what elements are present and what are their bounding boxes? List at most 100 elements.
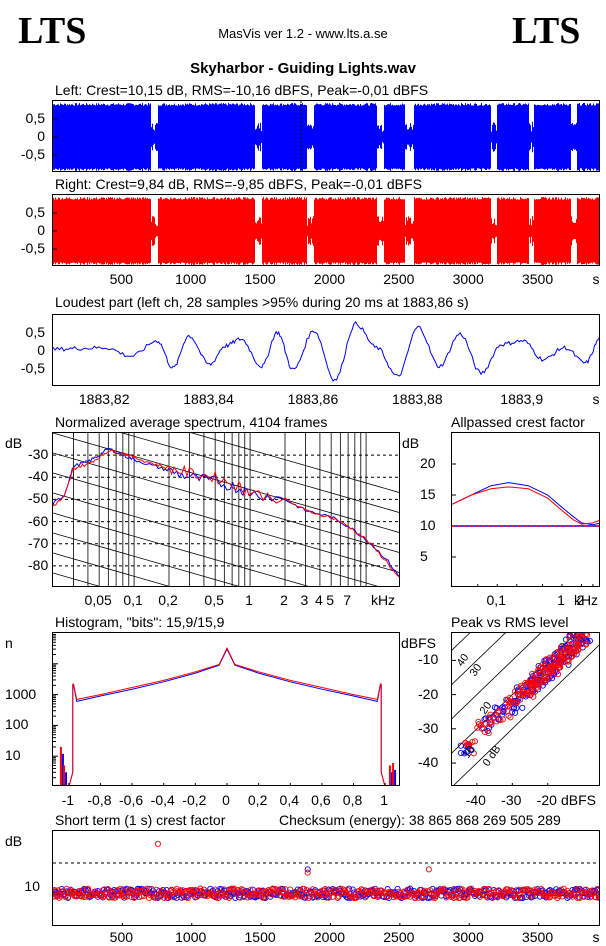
scatter-point-right (430, 891, 437, 898)
crest-diagonal (453, 644, 599, 785)
scatter-point-right (507, 699, 514, 706)
scatter-point-right (555, 892, 562, 899)
scatter-point-right (555, 659, 562, 666)
loudest-part-title: Loudest part (left ch, 28 samples >95% d… (55, 294, 469, 310)
xtick-label: 2 (280, 592, 288, 608)
scatter-point-right (285, 893, 293, 900)
ytick-label: 20 (420, 455, 436, 471)
xtick-label: 2 (576, 592, 585, 608)
scatter-point-right (287, 886, 294, 893)
histogram-plot (52, 632, 400, 786)
scatter-point-right (54, 887, 62, 894)
scatter-point-right (535, 668, 542, 675)
scatter-point-left (81, 885, 88, 892)
spectrum-slope-line (53, 532, 239, 586)
xtick-label: 1883,9 (500, 391, 544, 407)
scatter-point-right (308, 890, 315, 897)
scatter-point-right (419, 894, 426, 901)
crest-diagonal (452, 633, 577, 754)
xtick-label: 3500 (521, 929, 554, 945)
scatter-point-right (322, 886, 329, 893)
scatter-point-right (465, 741, 472, 748)
spectrum-slope-line (53, 472, 399, 573)
scatter-point-right (575, 643, 582, 650)
xtick-label: -40 (465, 792, 486, 808)
scatter-point-right (481, 720, 489, 727)
xtick-label: 1883,86 (287, 391, 339, 407)
scatter-point-right (595, 894, 599, 901)
scatter-point-right (485, 714, 492, 721)
allpassed-plot (451, 432, 600, 587)
scatter-point-right (53, 887, 59, 894)
scatter-point-right (593, 894, 599, 901)
scatter-point-right (116, 892, 123, 899)
xtick-label: 1000 (175, 271, 207, 287)
ytick-label: -0,5 (20, 240, 45, 256)
scatter-point-right (556, 661, 563, 669)
xtick-label: -0,8 (87, 792, 112, 808)
scatter-point-right (202, 892, 209, 899)
ytick-label: 10 (420, 517, 436, 533)
ytick-label: -30 (28, 446, 49, 463)
right-waveform-title: Right: Crest=9,84 dB, RMS=-9,85 dBFS, Pe… (55, 176, 422, 192)
diagonal-label: 0 dB (481, 743, 504, 768)
ytick-label: 1000 (5, 685, 37, 702)
scatter-point-right (554, 671, 562, 678)
diagonal-label: 10 (461, 744, 478, 761)
scatter-point-right (550, 654, 557, 661)
waveform-envelope (53, 103, 599, 171)
scatter-point-right (552, 660, 559, 667)
scatter-point-right (258, 893, 265, 900)
xtick-label: s (592, 391, 600, 407)
scatter-point-right (262, 894, 269, 901)
scatter-point-right (183, 887, 190, 894)
scatter-point-right (161, 894, 168, 901)
scatter-point-right (499, 716, 506, 723)
xtick-label: 2500 (383, 271, 415, 287)
xtick-label: 500 (109, 929, 134, 945)
spectrum-series-right (53, 449, 399, 578)
scatter-point-right (259, 894, 266, 901)
scatter-point-right (528, 687, 535, 694)
scatter-point-right (543, 674, 550, 681)
scatter-point-left (304, 866, 311, 873)
scatter-point-right (535, 677, 542, 685)
xtick-label: -0,6 (119, 792, 144, 808)
xtick-label: 0,5 (204, 592, 224, 608)
ytick-label: 10 (5, 747, 21, 764)
scatter-point-right (566, 637, 573, 644)
scatter-point-right (460, 889, 467, 896)
scatter-point-right (569, 652, 576, 660)
short-crest-ylabel: dB (5, 833, 23, 849)
scatter-point-right (390, 894, 397, 901)
scatter-point-right (481, 885, 489, 892)
scatter-point-right (62, 893, 69, 900)
spectrum-slope-line (53, 452, 399, 553)
waveform-envelope (53, 197, 599, 265)
xtick-label: 3500 (521, 271, 554, 287)
spectrum-series-left (53, 447, 399, 577)
scatter-point-right (303, 887, 310, 894)
xtick-label: 4 (315, 592, 323, 608)
ytick-label: 15 (420, 486, 436, 502)
scatter-point-right (583, 640, 590, 647)
crest-diagonal (452, 633, 542, 720)
xtick-label: 0,1 (123, 592, 143, 608)
scatter-point-right (511, 688, 518, 695)
xtick-label: 1883,84 (183, 391, 234, 407)
scatter-point-right (304, 869, 311, 876)
scatter-point-right (474, 889, 481, 896)
scatter-point-right (425, 866, 432, 873)
xtick-label: -0,4 (150, 792, 175, 808)
xtick-label: 3 (300, 592, 309, 608)
scatter-point-right (506, 699, 513, 706)
right-waveform-svg (53, 197, 599, 265)
scatter-point-right (576, 894, 583, 901)
ytick-label: 0 (37, 222, 45, 238)
right-waveform-plot (52, 194, 600, 266)
ytick-label: -10 (418, 651, 439, 668)
xtick-label: 0,4 (279, 792, 299, 808)
xtick-label: 1500 (244, 929, 276, 945)
xtick-label: 2000 (313, 271, 346, 287)
scatter-point-right (543, 656, 550, 663)
